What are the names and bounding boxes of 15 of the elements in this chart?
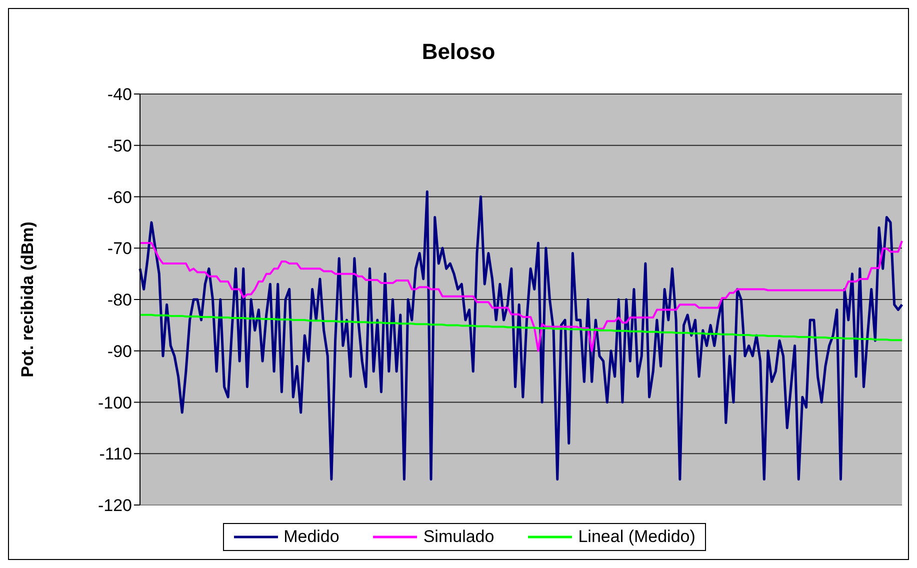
y-tick-label: -110 [99,444,132,464]
y-tick-label: -50 [107,136,132,156]
y-tick-label: -40 [107,85,132,104]
y-tick-label: -90 [107,342,132,361]
y-tick-label: -100 [98,393,132,412]
line-series [139,314,903,342]
y-tick-label: -80 [107,290,132,310]
y-axis-title: Pot. recibida (dBm) [18,222,38,378]
legend-label: Medido [282,527,340,547]
y-tick-label: -120 [98,496,132,516]
y-tick-label: -70 [107,239,132,258]
legend-label: Lineal (Medido) [577,527,696,547]
legend-label: Simulado [422,527,494,547]
y-tick-label: -60 [107,188,132,207]
chart-title: Beloso [420,39,496,65]
